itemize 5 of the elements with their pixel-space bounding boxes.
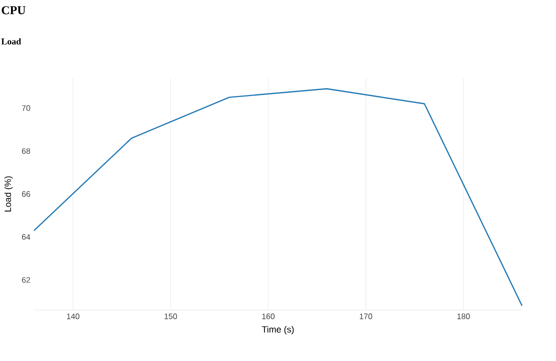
line-series (33, 88, 523, 306)
chart-title: CPU (2, 6, 26, 14)
y-axis-title: Load (%) (4, 176, 13, 212)
x-axis-title: Time (s) (262, 326, 294, 334)
chart-subtitle: Load (1, 38, 22, 45)
